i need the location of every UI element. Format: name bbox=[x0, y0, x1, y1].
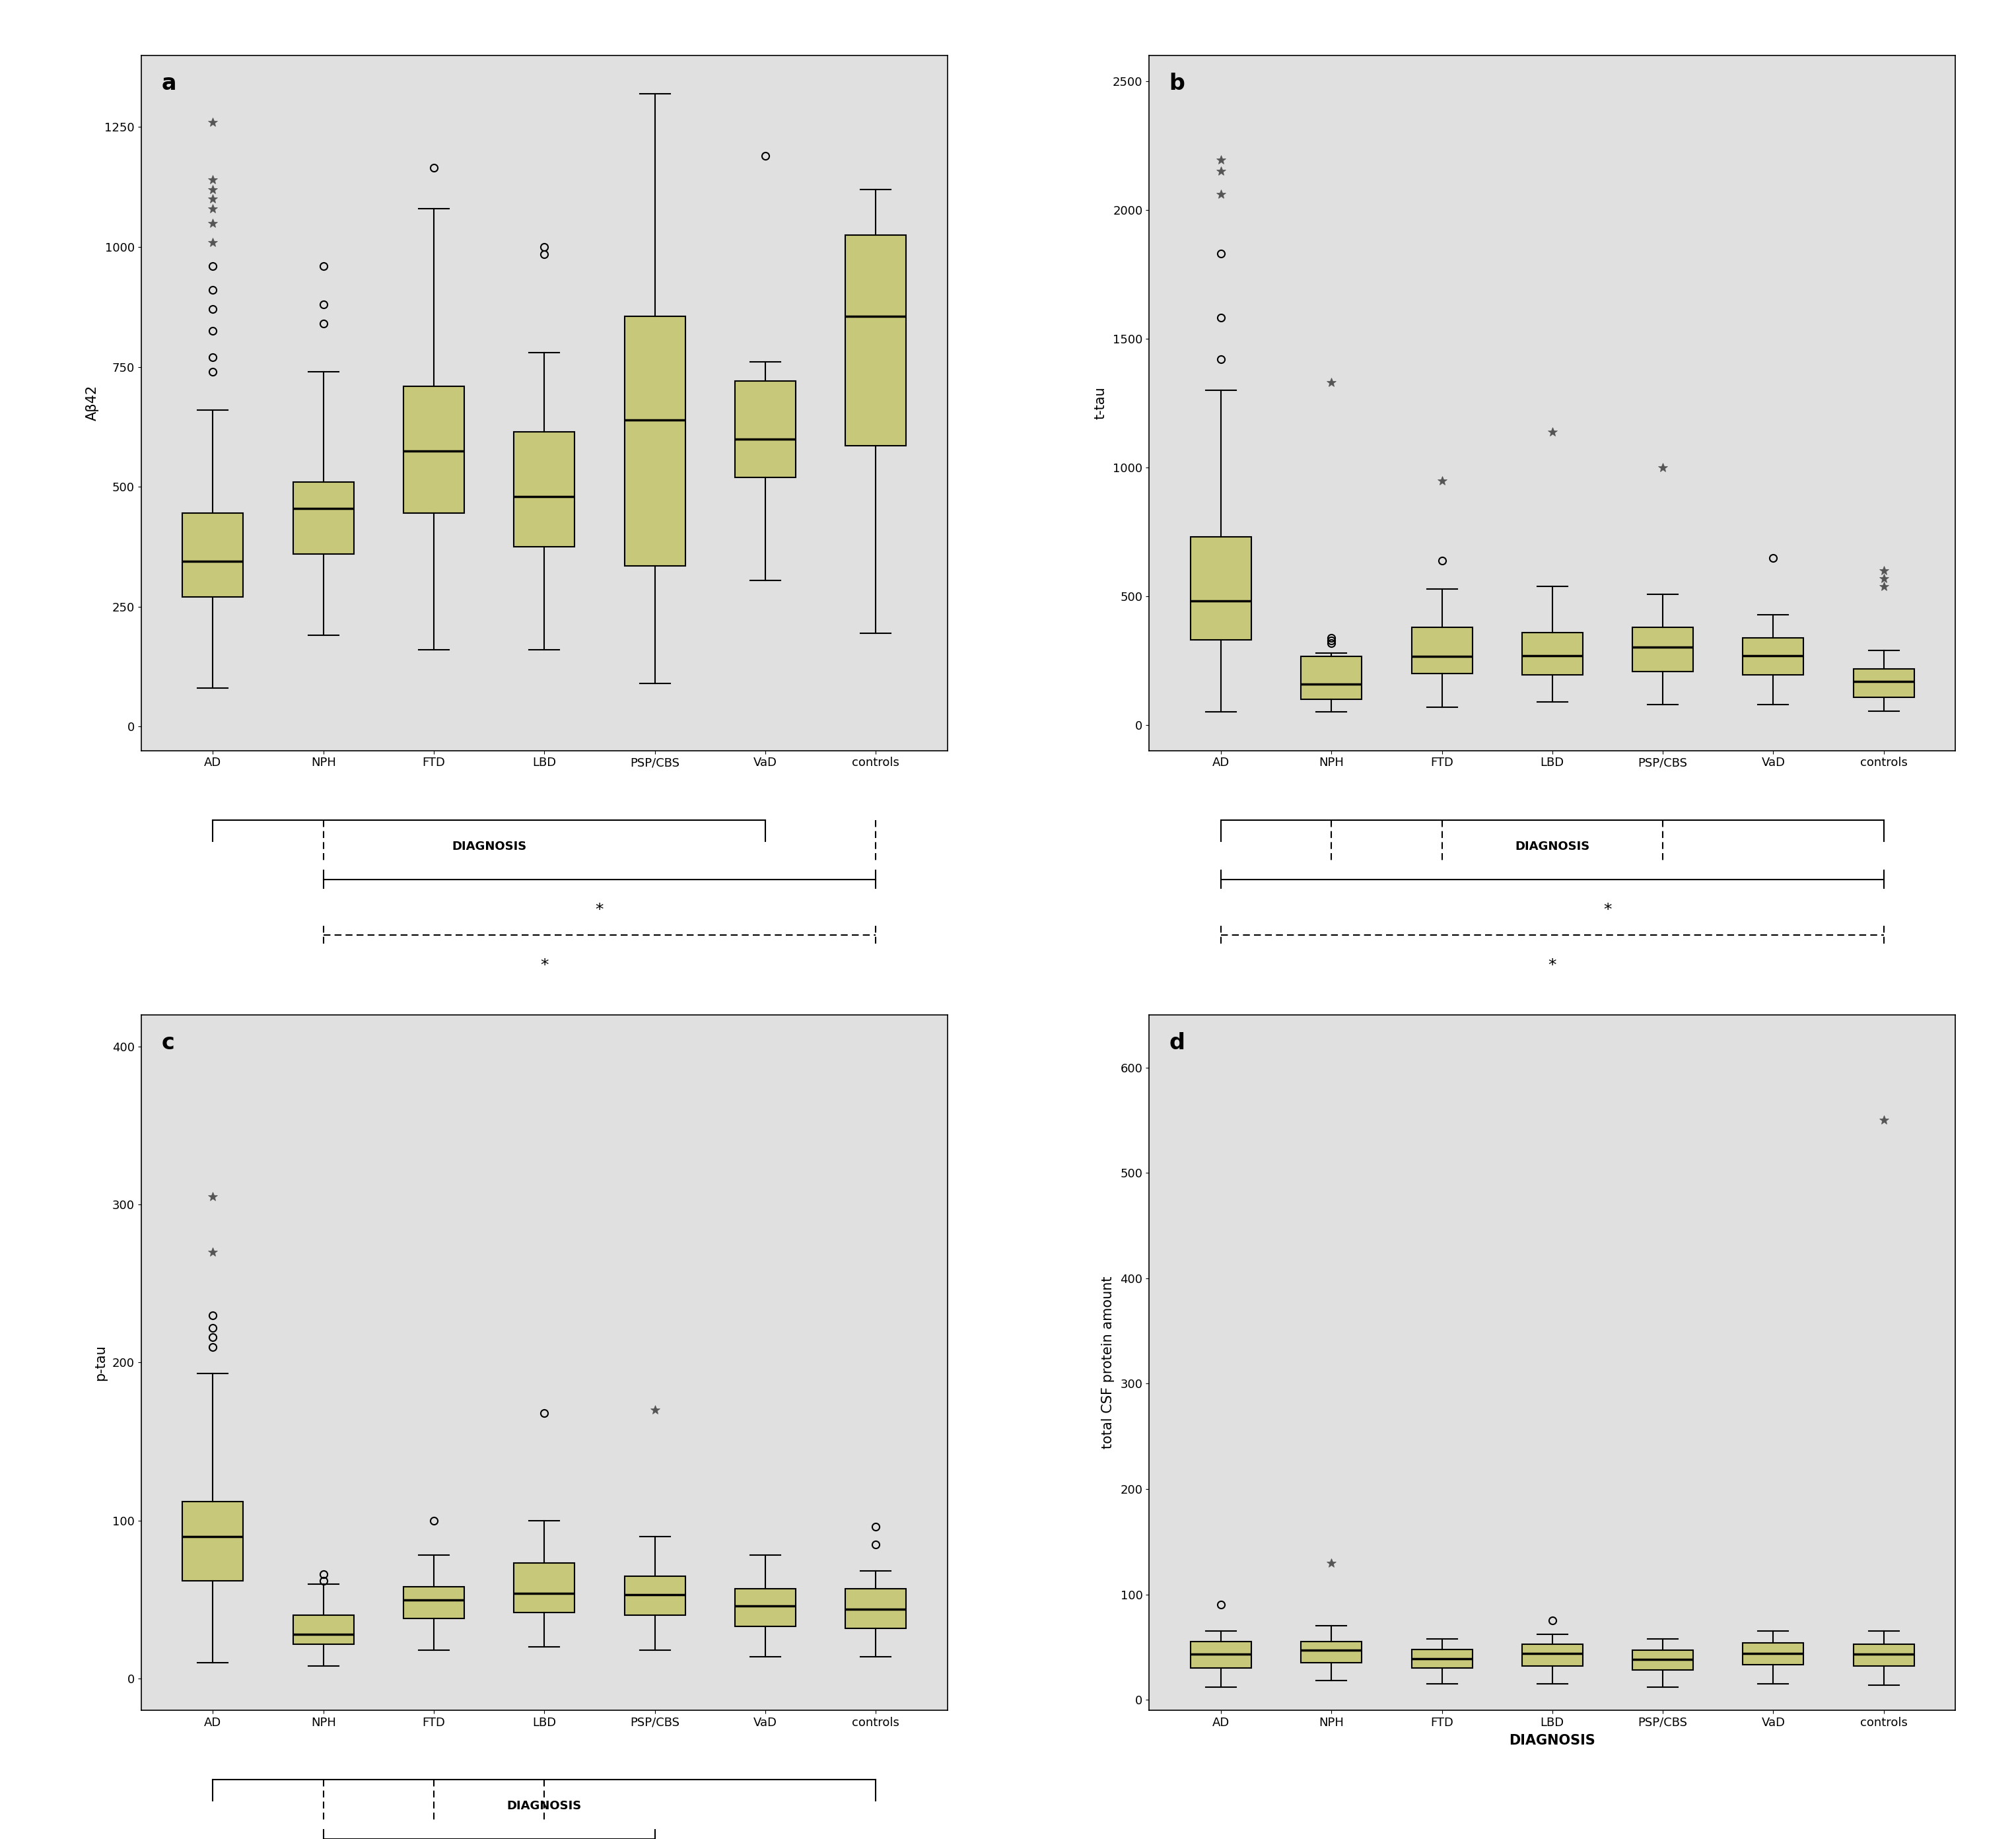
Y-axis label: t-tau: t-tau bbox=[1095, 386, 1107, 419]
Text: DIAGNOSIS: DIAGNOSIS bbox=[506, 1800, 583, 1811]
PathPatch shape bbox=[1633, 1650, 1693, 1670]
PathPatch shape bbox=[1300, 1642, 1361, 1662]
PathPatch shape bbox=[403, 386, 464, 513]
Text: *: * bbox=[1548, 958, 1556, 973]
PathPatch shape bbox=[514, 432, 575, 546]
PathPatch shape bbox=[514, 1563, 575, 1613]
PathPatch shape bbox=[736, 1589, 796, 1626]
PathPatch shape bbox=[1411, 627, 1472, 673]
PathPatch shape bbox=[1191, 1642, 1252, 1668]
PathPatch shape bbox=[1411, 1650, 1472, 1668]
X-axis label: DIAGNOSIS: DIAGNOSIS bbox=[1510, 1734, 1595, 1747]
Text: b: b bbox=[1169, 72, 1185, 94]
PathPatch shape bbox=[183, 513, 244, 598]
Text: DIAGNOSIS: DIAGNOSIS bbox=[1514, 840, 1591, 853]
Text: c: c bbox=[161, 1032, 173, 1054]
Text: *: * bbox=[1603, 901, 1611, 918]
PathPatch shape bbox=[1744, 638, 1804, 675]
PathPatch shape bbox=[183, 1502, 244, 1582]
PathPatch shape bbox=[1522, 1644, 1583, 1666]
Text: DIAGNOSIS: DIAGNOSIS bbox=[452, 840, 526, 853]
PathPatch shape bbox=[1633, 627, 1693, 671]
Y-axis label: p-tau: p-tau bbox=[93, 1344, 107, 1381]
PathPatch shape bbox=[1853, 1644, 1913, 1666]
PathPatch shape bbox=[1853, 669, 1913, 697]
PathPatch shape bbox=[1300, 657, 1361, 699]
PathPatch shape bbox=[736, 381, 796, 476]
Text: d: d bbox=[1169, 1032, 1185, 1054]
Y-axis label: Aβ42: Aβ42 bbox=[87, 384, 99, 421]
Y-axis label: total CSF protein amount: total CSF protein amount bbox=[1101, 1276, 1115, 1449]
PathPatch shape bbox=[1744, 1642, 1804, 1664]
PathPatch shape bbox=[625, 1576, 685, 1615]
Text: a: a bbox=[161, 72, 175, 94]
PathPatch shape bbox=[292, 1615, 353, 1644]
PathPatch shape bbox=[403, 1587, 464, 1618]
PathPatch shape bbox=[625, 316, 685, 566]
PathPatch shape bbox=[845, 235, 905, 447]
PathPatch shape bbox=[1522, 633, 1583, 675]
PathPatch shape bbox=[845, 1589, 905, 1628]
PathPatch shape bbox=[1191, 537, 1252, 640]
Text: *: * bbox=[595, 901, 603, 918]
Text: *: * bbox=[540, 958, 548, 973]
PathPatch shape bbox=[292, 482, 353, 554]
